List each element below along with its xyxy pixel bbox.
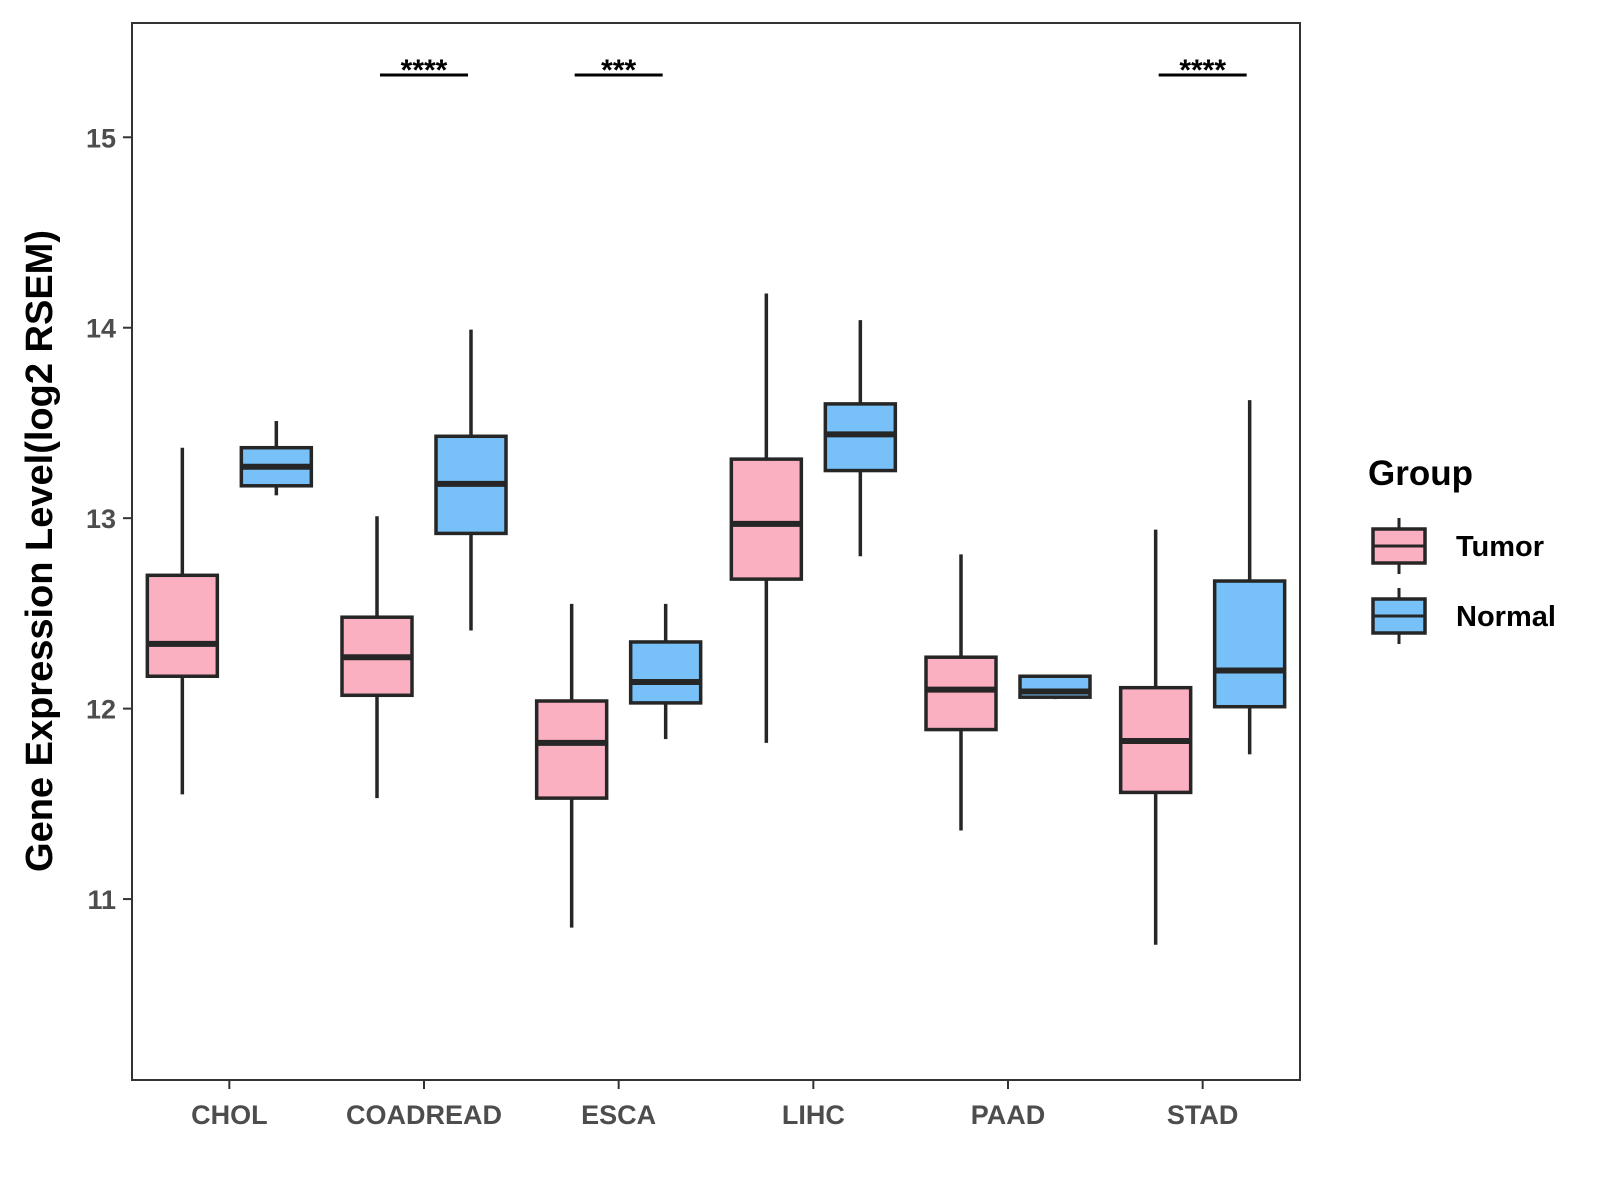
box-group-tumor [1118, 529, 1193, 945]
box-body [534, 699, 609, 800]
x-tick-label: CHOL [191, 1100, 268, 1130]
y-axis-title: Gene Expression Level(log2 RSEM) [19, 230, 61, 872]
box-group-normal [1018, 674, 1092, 700]
x-tick-label: STAD [1167, 1100, 1239, 1130]
legend-key-normal [1371, 588, 1427, 644]
box-group-normal [1212, 400, 1287, 755]
x-tick-label: PAAD [971, 1100, 1046, 1130]
y-tick-label: 15 [86, 123, 116, 153]
y-tick-label: 14 [86, 314, 116, 344]
box-group-normal [434, 329, 508, 631]
box-body [1212, 579, 1287, 709]
legend-label-tumor: Tumor [1456, 531, 1544, 563]
significance-label: **** [1179, 54, 1226, 87]
legend-title: Group [1368, 454, 1473, 493]
x-tick-label: COADREAD [346, 1100, 502, 1130]
box-group-tumor [924, 554, 998, 831]
y-axis: 11 12 13 14 15 [86, 123, 132, 915]
box-group-normal [823, 320, 898, 557]
box-group-tumor [145, 447, 220, 795]
box-group-tumor [729, 293, 804, 743]
legend-key-tumor [1371, 518, 1427, 574]
x-axis: CHOL COADREAD ESCA LIHC PAAD STAD [191, 1080, 1238, 1130]
box-body [924, 655, 998, 732]
x-tick-label: ESCA [581, 1100, 656, 1130]
box-group-normal [628, 603, 703, 740]
box-group-normal [239, 421, 314, 496]
legend: Group Tumor Normal [1368, 454, 1556, 644]
box-group-tumor [340, 516, 414, 799]
box-body [729, 457, 804, 581]
significance-label: *** [601, 54, 636, 87]
y-tick-label: 13 [86, 504, 116, 534]
x-tick-label: LIHC [782, 1100, 845, 1130]
box-series [145, 293, 1287, 945]
plot-panel [131, 22, 1301, 1081]
box-body [628, 640, 703, 705]
legend-label-normal: Normal [1456, 601, 1556, 633]
y-tick-label: 12 [86, 695, 116, 725]
box-group-tumor [534, 603, 609, 928]
y-tick-label: 11 [87, 885, 116, 915]
box-body [145, 573, 220, 678]
significance-label: **** [401, 54, 448, 87]
significance-annotations: **** *** **** [380, 54, 1247, 87]
